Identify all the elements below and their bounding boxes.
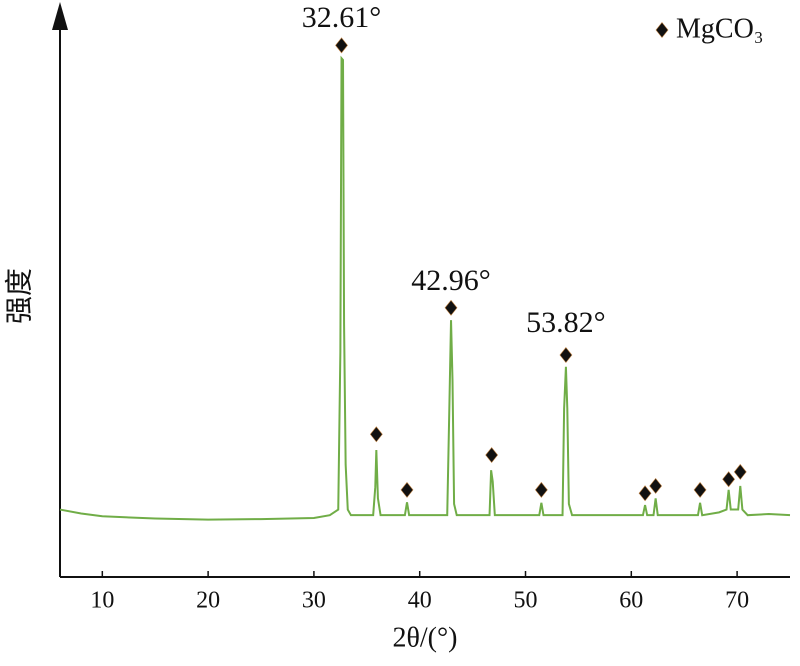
y-axis-arrow <box>52 2 68 30</box>
peak-annotation: 32.61° <box>302 1 382 34</box>
legend-label: MgCO₃ <box>676 13 764 44</box>
xrd-line <box>59 55 791 521</box>
peak-marker <box>638 485 652 502</box>
peak-annotation: 53.82° <box>526 306 606 339</box>
peak-marker <box>693 481 707 498</box>
x-tick-label: 60 <box>619 588 643 614</box>
legend-marker <box>655 22 669 38</box>
peak-annotation: 42.96° <box>411 264 491 297</box>
peak-marker <box>400 481 414 498</box>
x-tick-label: 40 <box>408 588 432 614</box>
x-tick-label: 50 <box>514 588 538 614</box>
peak-marker <box>722 471 736 488</box>
peak-marker <box>534 481 548 498</box>
peak-marker <box>485 447 499 464</box>
peak-marker <box>559 347 573 363</box>
peak-marker <box>444 299 458 316</box>
y-axis-label: 强度 <box>3 268 35 324</box>
x-tick-label: 30 <box>302 588 326 614</box>
x-tick-label: 10 <box>90 588 114 614</box>
peak-marker <box>649 477 663 494</box>
peak-marker <box>335 37 348 54</box>
peak-marker <box>733 463 747 480</box>
x-tick-label: 70 <box>725 588 749 614</box>
x-tick-label: 20 <box>196 588 220 614</box>
x-axis-label: 2θ/(°) <box>392 622 457 653</box>
peak-marker <box>369 426 383 443</box>
